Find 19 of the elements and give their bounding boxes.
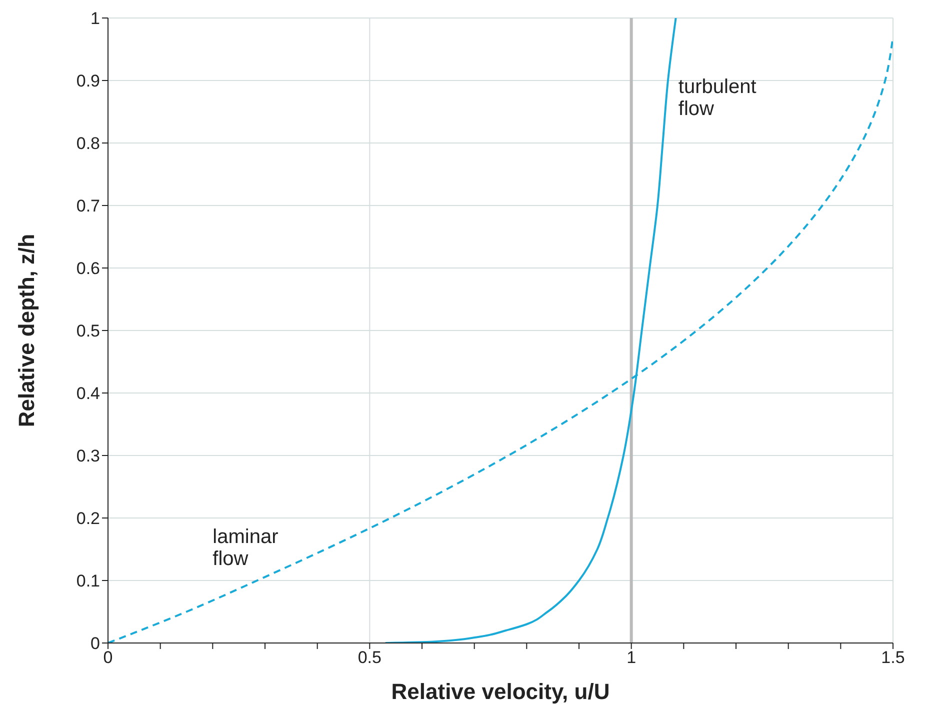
y-tick-label: 0.3 [76,446,100,466]
x-tick-label: 0.5 [358,648,382,668]
x-axis-title: Relative velocity, u/U [391,679,610,704]
y-tick-label: 0 [90,634,100,654]
y-tick-label: 0.4 [76,384,100,404]
series-label: turbulent flow [678,76,757,120]
y-tick-label: 1 [90,9,100,28]
y-tick-label: 0.8 [76,134,100,154]
y-tick-label: 0.1 [76,572,100,591]
y-tick-label: 0.2 [76,509,100,528]
y-tick-label: 0.7 [76,196,100,216]
y-tick-label: 0.9 [76,72,100,91]
y-axis-title: Relative depth, z/h [14,234,39,428]
y-tick-label: 0.6 [76,259,100,278]
y-tick-label: 0.5 [76,322,100,341]
x-tick-label: 1.5 [881,648,905,668]
x-tick-label: 0 [103,648,113,668]
x-tick-label: 1 [626,648,636,668]
series-label: laminar flow [212,526,279,570]
